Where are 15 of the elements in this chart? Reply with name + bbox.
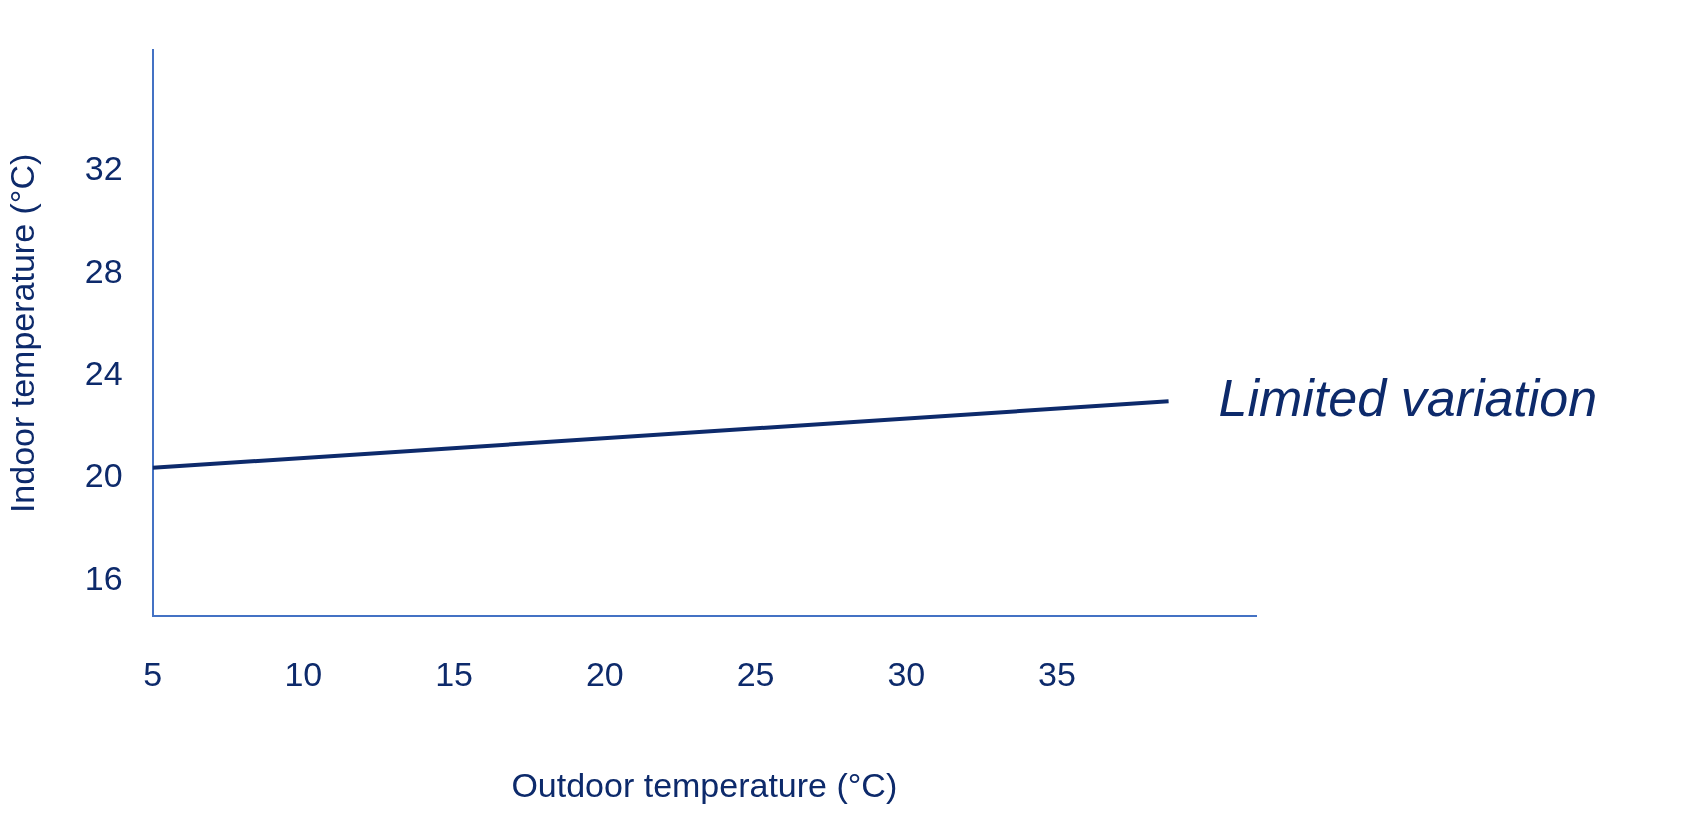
y-axis-title: Indoor temperature (°C) [2,153,41,514]
x-tick-label: 10 [284,655,323,694]
x-tick-label: 15 [435,655,473,694]
y-tick-label: 28 [84,251,123,290]
x-tick-label: 5 [143,655,163,694]
x-tick-label: 25 [736,655,775,694]
y-tick-label: 16 [84,558,123,597]
y-tick-label: 24 [84,354,123,393]
x-tick-label: 35 [1038,655,1076,694]
x-tick-label: 20 [585,655,624,694]
y-tick-label: 20 [84,456,123,495]
x-tick-label: 30 [887,655,926,694]
x-axis-title: Outdoor temperature (°C) [511,765,898,804]
y-tick-label: 32 [84,149,123,188]
annotation: Limited variation [1218,368,1598,427]
